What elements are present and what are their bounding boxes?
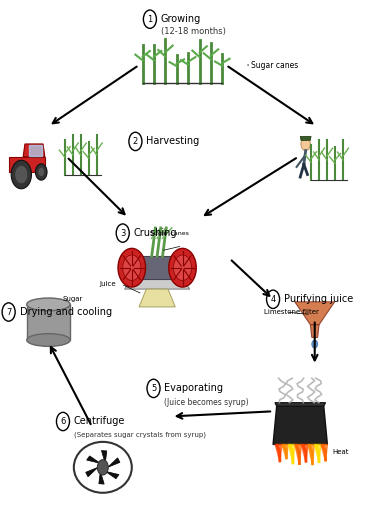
Text: Sugar: Sugar — [63, 296, 83, 302]
Text: Evaporating: Evaporating — [164, 383, 223, 393]
Polygon shape — [300, 136, 311, 140]
Polygon shape — [275, 444, 282, 462]
Circle shape — [174, 255, 191, 281]
Circle shape — [38, 167, 45, 177]
Polygon shape — [301, 444, 308, 462]
Polygon shape — [308, 444, 314, 465]
Polygon shape — [282, 444, 288, 459]
Circle shape — [36, 164, 47, 180]
Polygon shape — [87, 456, 101, 463]
Circle shape — [15, 165, 28, 184]
Text: 2: 2 — [133, 137, 138, 146]
Text: Sugar canes: Sugar canes — [248, 60, 299, 70]
Text: 3: 3 — [120, 228, 125, 238]
Polygon shape — [86, 467, 98, 477]
Text: (12-18 months): (12-18 months) — [161, 28, 226, 36]
Ellipse shape — [27, 334, 70, 347]
Polygon shape — [275, 402, 326, 406]
Polygon shape — [295, 302, 335, 325]
Ellipse shape — [74, 442, 132, 493]
Polygon shape — [125, 279, 190, 289]
Polygon shape — [314, 444, 321, 463]
Polygon shape — [311, 325, 319, 337]
Text: (Separates sugar crystals from syrup): (Separates sugar crystals from syrup) — [74, 432, 206, 438]
Text: Sugar canes: Sugar canes — [150, 230, 189, 236]
Circle shape — [123, 255, 141, 281]
Text: Crushing: Crushing — [134, 228, 177, 238]
Polygon shape — [99, 472, 104, 484]
Polygon shape — [321, 444, 327, 461]
Text: 1: 1 — [147, 15, 152, 24]
Polygon shape — [101, 451, 107, 463]
Polygon shape — [273, 406, 327, 444]
Text: Growing: Growing — [161, 14, 201, 24]
Circle shape — [301, 137, 311, 151]
Polygon shape — [139, 289, 175, 307]
Text: 6: 6 — [60, 417, 66, 426]
Polygon shape — [23, 144, 45, 157]
Polygon shape — [27, 304, 70, 340]
Circle shape — [312, 340, 318, 348]
Text: Juice: Juice — [99, 281, 116, 287]
Text: (Juice becomes syrup): (Juice becomes syrup) — [164, 398, 249, 407]
Text: Heat: Heat — [333, 449, 349, 455]
Polygon shape — [135, 256, 179, 279]
Polygon shape — [9, 157, 45, 172]
Text: Centrifuge: Centrifuge — [74, 416, 125, 426]
Circle shape — [169, 248, 196, 287]
Polygon shape — [288, 444, 295, 464]
Text: 4: 4 — [270, 295, 276, 304]
Text: 7: 7 — [6, 308, 12, 316]
Text: 5: 5 — [151, 384, 156, 393]
Text: Purifying juice: Purifying juice — [284, 294, 353, 304]
Polygon shape — [29, 145, 42, 156]
Text: Drying and cooling: Drying and cooling — [20, 307, 112, 317]
Polygon shape — [295, 444, 301, 465]
Polygon shape — [105, 472, 119, 479]
Circle shape — [118, 248, 145, 287]
Polygon shape — [108, 458, 120, 467]
Text: Harvesting: Harvesting — [146, 136, 200, 146]
Circle shape — [11, 160, 32, 189]
Text: Limestone filter: Limestone filter — [264, 309, 319, 315]
Circle shape — [97, 460, 108, 475]
Ellipse shape — [27, 298, 70, 311]
